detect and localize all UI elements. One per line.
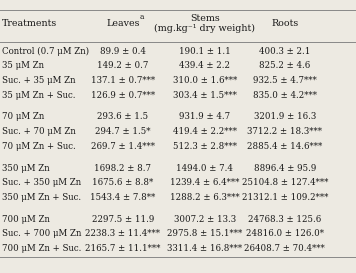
- Text: Suc. + 70 μM Zn: Suc. + 70 μM Zn: [2, 127, 75, 136]
- Text: 439.4 ± 2.2: 439.4 ± 2.2: [179, 61, 230, 70]
- Text: Leaves: Leaves: [106, 19, 140, 28]
- Text: 2165.7 ± 11.1***: 2165.7 ± 11.1***: [85, 244, 161, 253]
- Text: 24816.0 ± 126.0*: 24816.0 ± 126.0*: [246, 229, 324, 238]
- Text: 2297.5 ± 11.9: 2297.5 ± 11.9: [91, 215, 154, 224]
- Text: 350 μM Zn + Suc.: 350 μM Zn + Suc.: [2, 193, 81, 202]
- Text: 70 μM Zn + Suc.: 70 μM Zn + Suc.: [2, 142, 75, 151]
- Text: 835.0 ± 4.2***: 835.0 ± 4.2***: [253, 91, 317, 100]
- Text: Suc. + 35 μM Zn: Suc. + 35 μM Zn: [2, 76, 75, 85]
- Text: 70 μM Zn: 70 μM Zn: [2, 112, 44, 121]
- Text: 1288.2 ± 6.3***: 1288.2 ± 6.3***: [170, 193, 240, 202]
- Text: 35 μM Zn + Suc.: 35 μM Zn + Suc.: [2, 91, 75, 100]
- Text: Roots: Roots: [271, 19, 298, 28]
- Text: 137.1 ± 0.7***: 137.1 ± 0.7***: [91, 76, 155, 85]
- Text: 89.9 ± 0.4: 89.9 ± 0.4: [100, 47, 146, 56]
- Text: 3201.9 ± 16.3: 3201.9 ± 16.3: [254, 112, 316, 121]
- Text: 303.4 ± 1.5***: 303.4 ± 1.5***: [173, 91, 237, 100]
- Text: 700 μM Zn + Suc.: 700 μM Zn + Suc.: [2, 244, 81, 253]
- Text: 931.9 ± 4.7: 931.9 ± 4.7: [179, 112, 230, 121]
- Text: 1675.6 ± 8.8*: 1675.6 ± 8.8*: [92, 178, 153, 187]
- Text: 21312.1 ± 109.2***: 21312.1 ± 109.2***: [242, 193, 328, 202]
- Text: a: a: [140, 13, 144, 21]
- Text: Stems: Stems: [190, 14, 220, 23]
- Text: 1698.2 ± 8.7: 1698.2 ± 8.7: [94, 164, 151, 173]
- Text: 2975.8 ± 15.1***: 2975.8 ± 15.1***: [167, 229, 242, 238]
- Text: 1494.0 ± 7.4: 1494.0 ± 7.4: [176, 164, 233, 173]
- Text: Suc. + 350 μM Zn: Suc. + 350 μM Zn: [2, 178, 81, 187]
- Text: 419.4 ± 2.2***: 419.4 ± 2.2***: [173, 127, 237, 136]
- Text: 25104.8 ± 127.4***: 25104.8 ± 127.4***: [242, 178, 328, 187]
- Text: 1239.4 ± 6.4***: 1239.4 ± 6.4***: [170, 178, 239, 187]
- Text: (mg.kg⁻¹ dry weight): (mg.kg⁻¹ dry weight): [154, 24, 255, 33]
- Text: Suc. + 700 μM Zn: Suc. + 700 μM Zn: [2, 229, 81, 238]
- Text: 1543.4 ± 7.8**: 1543.4 ± 7.8**: [90, 193, 156, 202]
- Text: 126.9 ± 0.7***: 126.9 ± 0.7***: [91, 91, 155, 100]
- Text: 3007.2 ± 13.3: 3007.2 ± 13.3: [174, 215, 236, 224]
- Text: 293.6 ± 1.5: 293.6 ± 1.5: [97, 112, 148, 121]
- Text: 26408.7 ± 70.4***: 26408.7 ± 70.4***: [245, 244, 325, 253]
- Text: 35 μM Zn: 35 μM Zn: [2, 61, 44, 70]
- Text: 350 μM Zn: 350 μM Zn: [2, 164, 49, 173]
- Text: 8896.4 ± 95.9: 8896.4 ± 95.9: [253, 164, 316, 173]
- Text: 190.1 ± 1.1: 190.1 ± 1.1: [179, 47, 231, 56]
- Text: 400.3 ± 2.1: 400.3 ± 2.1: [259, 47, 310, 56]
- Text: 310.0 ± 1.6***: 310.0 ± 1.6***: [173, 76, 237, 85]
- Text: 149.2 ± 0.7: 149.2 ± 0.7: [97, 61, 148, 70]
- Text: 3712.2 ± 18.3***: 3712.2 ± 18.3***: [247, 127, 322, 136]
- Text: 24768.3 ± 125.6: 24768.3 ± 125.6: [248, 215, 321, 224]
- Text: 3311.4 ± 16.8***: 3311.4 ± 16.8***: [167, 244, 242, 253]
- Text: 2238.3 ± 11.4***: 2238.3 ± 11.4***: [85, 229, 160, 238]
- Text: Control (0.7 μM Zn): Control (0.7 μM Zn): [2, 47, 89, 56]
- Text: Treatments: Treatments: [2, 19, 57, 28]
- Text: 700 μM Zn: 700 μM Zn: [2, 215, 49, 224]
- Text: 512.3 ± 2.8***: 512.3 ± 2.8***: [173, 142, 237, 151]
- Text: 269.7 ± 1.4***: 269.7 ± 1.4***: [91, 142, 155, 151]
- Text: 2885.4 ± 14.6***: 2885.4 ± 14.6***: [247, 142, 323, 151]
- Text: 825.2 ± 4.6: 825.2 ± 4.6: [259, 61, 310, 70]
- Text: 294.7 ± 1.5*: 294.7 ± 1.5*: [95, 127, 151, 136]
- Text: 932.5 ± 4.7***: 932.5 ± 4.7***: [253, 76, 317, 85]
